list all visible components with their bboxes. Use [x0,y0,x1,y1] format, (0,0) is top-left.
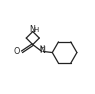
Text: O: O [14,47,20,56]
Text: H: H [40,45,45,51]
Text: H: H [33,27,38,33]
Text: N: N [39,46,45,55]
Text: N: N [29,25,35,34]
